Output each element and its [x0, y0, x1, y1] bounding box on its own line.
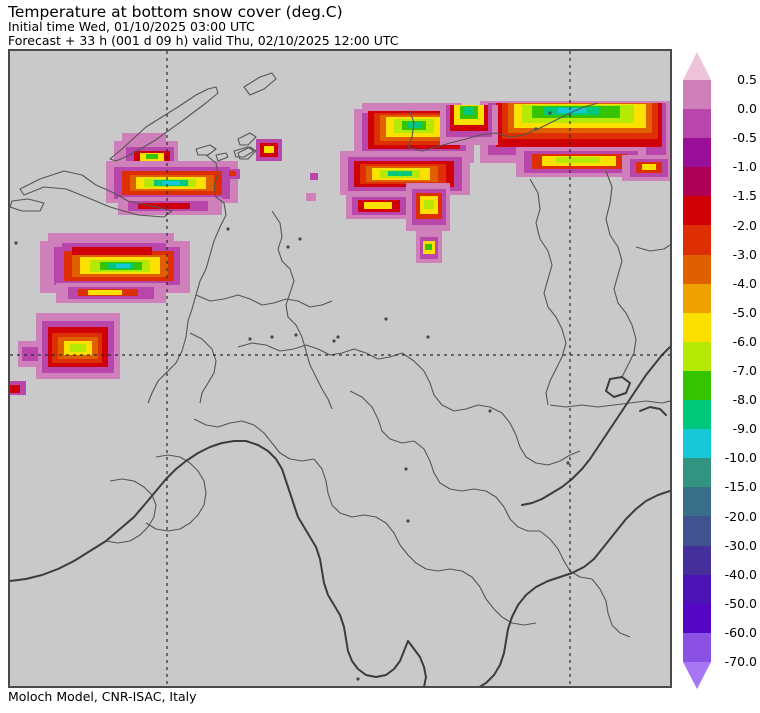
colorbar-tick-label: -5.0	[732, 304, 757, 320]
colorbar[interactable]	[683, 80, 711, 662]
colorbar-tick-label: -2.0	[732, 217, 757, 233]
colorbar-tick-labels: 0.5 0.0 -0.5 -1.0 -1.5 -2.0 -3.0 -4.0 -5.0 -6.0 -7…	[713, 52, 760, 692]
colorbar-over-arrow	[683, 52, 711, 80]
initial-time-label: Initial time Wed, 01/10/2025 03:00 UTC	[8, 19, 255, 34]
colorbar-band	[683, 109, 711, 139]
page-title: Temperature at bottom snow cover (deg.C)	[8, 3, 343, 21]
colorbar-tick-label: -7.0	[732, 363, 757, 378]
city-markers	[14, 111, 570, 681]
colorbar-band	[683, 603, 711, 633]
colorbar-band	[683, 632, 711, 662]
colorbar-tick-label: -3.0	[732, 246, 757, 262]
colorbar-tick-label: -1.0	[732, 159, 757, 175]
colorbar-tick-label: -0.5	[732, 130, 757, 146]
map-panel[interactable]	[8, 49, 672, 688]
colorbar-tick-label: -50.0	[724, 595, 757, 611]
colorbar-band	[683, 80, 711, 110]
map-canvas	[10, 51, 670, 686]
colorbar-band	[683, 574, 711, 604]
colorbar-band	[683, 312, 711, 342]
colorbar-tick-label: -40.0	[724, 566, 757, 582]
colorbar-band	[683, 516, 711, 546]
colorbar-band	[683, 167, 711, 197]
colorbar-tick-label: -1.5	[732, 188, 757, 204]
colorbar-tick-label: -9.0	[732, 421, 757, 437]
colorbar-band	[683, 400, 711, 430]
colorbar-tick-label: -30.0	[724, 537, 757, 553]
colorbar-tick-label: 0.5	[737, 72, 757, 87]
graticule	[10, 51, 670, 686]
colorbar-band	[683, 429, 711, 459]
temperature-field	[10, 101, 670, 395]
colorbar-band	[683, 225, 711, 255]
colorbar-band	[683, 545, 711, 575]
colorbar-tick-label: -6.0	[732, 333, 757, 349]
colorbar-band	[683, 283, 711, 313]
administrative-borders	[10, 72, 670, 638]
colorbar-tick-label: -15.0	[724, 479, 757, 495]
colorbar-band	[683, 341, 711, 371]
colorbar-tick-label: -8.0	[732, 392, 757, 408]
colorbar-band	[683, 458, 711, 488]
forecast-valid-label: Forecast + 33 h (001 d 09 h) valid Thu, …	[8, 32, 399, 48]
colorbar-band	[683, 138, 711, 168]
colorbar-under-arrow	[683, 662, 711, 689]
colorbar-tick-label: -20.0	[724, 508, 757, 524]
colorbar-tick-label: 0.0	[737, 101, 757, 117]
colorbar-band	[683, 487, 711, 517]
chart-header: Temperature at bottom snow cover (deg.C)…	[8, 4, 608, 47]
coastline	[10, 346, 670, 686]
colorbar-tick-label: -70.0	[724, 654, 757, 669]
colorbar-band	[683, 196, 711, 226]
colorbar-band	[683, 254, 711, 284]
model-credit: Moloch Model, CNR-ISAC, Italy	[8, 689, 197, 704]
colorbar-tick-label: -10.0	[724, 450, 757, 466]
colorbar-tick-label: -60.0	[724, 624, 757, 640]
colorbar-tick-label: -4.0	[732, 275, 757, 291]
colorbar-band	[683, 370, 711, 401]
